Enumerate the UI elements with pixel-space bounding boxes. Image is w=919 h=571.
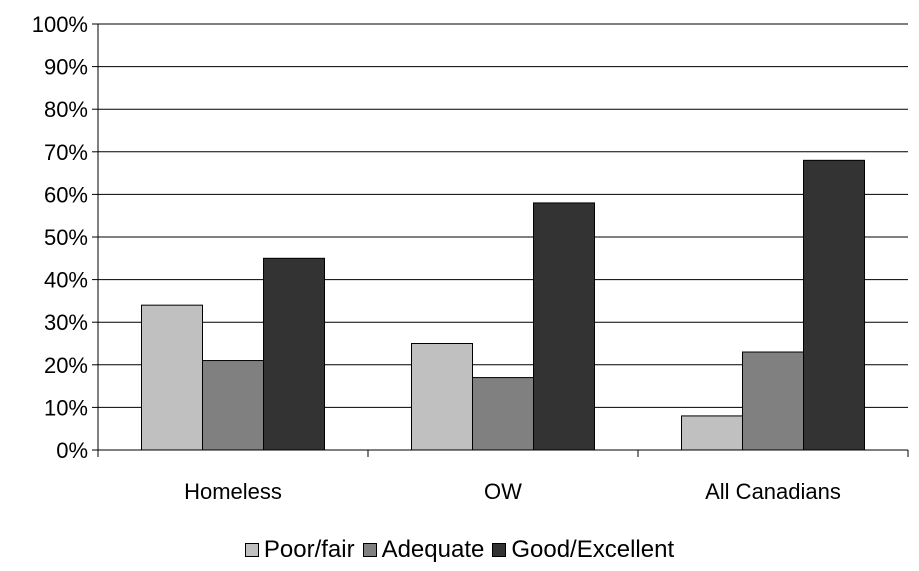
legend-label-good-excellent: Good/Excellent: [511, 536, 675, 563]
y-tick-label: 50%: [44, 225, 88, 250]
x-axis-labels: Homeless OW All Canadians: [184, 479, 841, 504]
legend-label-adequate: Adequate: [381, 536, 485, 563]
legend-item-adequate: Adequate: [362, 536, 485, 564]
y-tick-label: 40%: [44, 268, 88, 293]
y-tick-label: 60%: [44, 182, 88, 207]
gridlines: [98, 23, 908, 408]
x-tick-label: Homeless: [184, 479, 282, 504]
legend-swatch-adequate: [362, 543, 377, 557]
y-tick-label: 10%: [44, 395, 88, 420]
y-tick-label: 100%: [32, 12, 88, 37]
legend-swatch-poor-fair: [244, 543, 259, 557]
y-tick-label: 30%: [44, 310, 88, 335]
bar-chart: 0% 10% 20% 30% 40% 50% 60% 70% 80% 90% 100% Homele…: [32, 12, 909, 504]
bar-adequate: [472, 377, 534, 451]
y-axis-ticks: 0% 10% 20% 30% 40% 50% 60% 70% 80% 90% 100%: [32, 12, 98, 463]
legend-item-good-excellent: Good/Excellent: [492, 536, 674, 564]
x-tick-label: All Canadians: [705, 479, 841, 504]
y-tick-label: 20%: [44, 353, 88, 378]
legend-label-poor-fair: Poor/fair: [263, 536, 355, 563]
legend-item-poor-fair: Poor/fair: [244, 536, 355, 564]
bar-good-excellent: [263, 257, 325, 451]
bar-poor-fair: [141, 304, 203, 451]
bar-adequate: [202, 360, 264, 451]
y-tick-label: 90%: [44, 55, 88, 80]
bar-good-excellent: [533, 202, 595, 451]
bar-poor-fair: [411, 343, 473, 451]
y-tick-label: 70%: [44, 140, 88, 165]
legend-swatch-good-excellent: [492, 543, 507, 557]
axes: [97, 24, 909, 457]
legend: Poor/fair Adequate Good/Excellent: [0, 535, 919, 565]
bar-adequate: [742, 351, 804, 451]
y-tick-label: 80%: [44, 97, 88, 122]
bar-good-excellent: [803, 159, 865, 451]
y-tick-label: 0%: [56, 438, 88, 463]
bar-poor-fair: [681, 415, 743, 451]
bars: [141, 159, 865, 451]
x-tick-label: OW: [484, 479, 522, 504]
